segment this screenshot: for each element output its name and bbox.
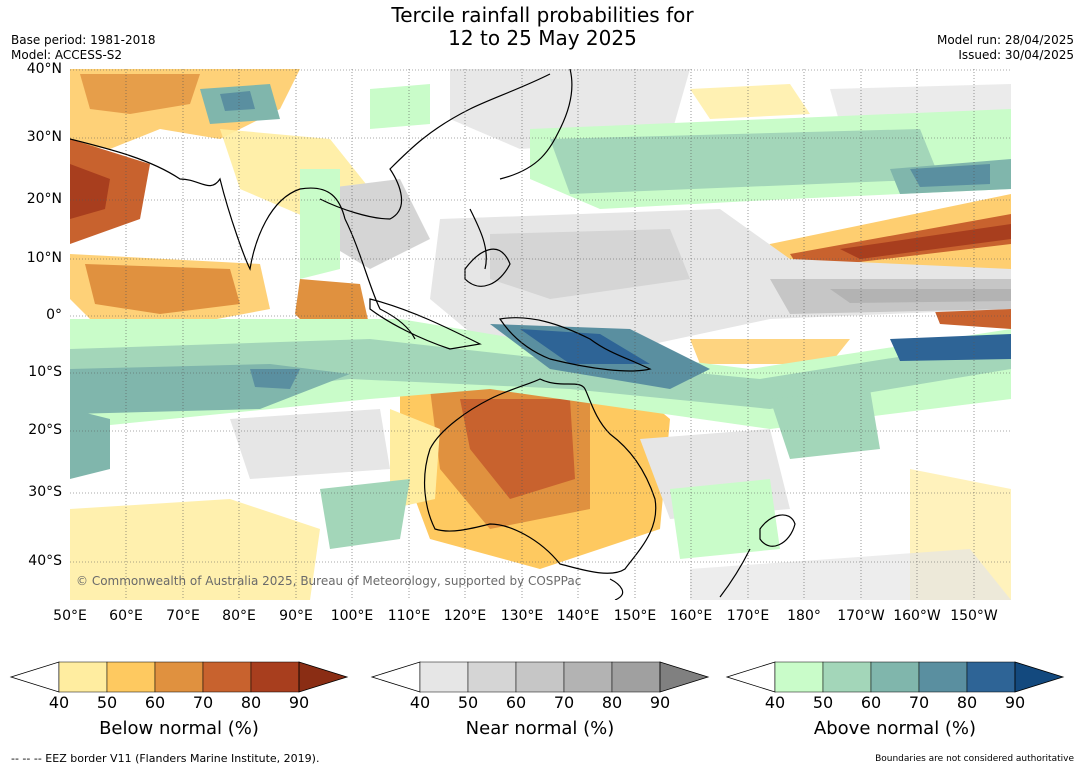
lon-label: 130°E bbox=[500, 608, 544, 624]
base-period: Base period: 1981-2018 bbox=[11, 33, 156, 47]
lon-label: 150°E bbox=[613, 608, 657, 624]
cb2-tick: 60 bbox=[860, 693, 882, 712]
lon-label: 160°W bbox=[893, 608, 941, 624]
cb1-tick: 50 bbox=[457, 693, 479, 712]
colorbar-segment bbox=[966, 661, 1016, 693]
colorbar-segment bbox=[774, 661, 824, 693]
model-name: Model: ACCESS-S2 bbox=[11, 48, 123, 62]
lon-label: 90°E bbox=[279, 608, 313, 624]
colorbar-end-high bbox=[659, 661, 710, 693]
colorbar-segment bbox=[419, 661, 469, 693]
lon-label: 60°E bbox=[109, 608, 143, 624]
title-line-1: Tercile rainfall probabilities for bbox=[391, 3, 694, 27]
lon-label: 100°E bbox=[330, 608, 374, 624]
colorbar-segment bbox=[58, 661, 108, 693]
lon-label: 140°E bbox=[556, 608, 600, 624]
colorbar-segment bbox=[154, 661, 204, 693]
colorbar-segment bbox=[918, 661, 968, 693]
cb0-tick: 40 bbox=[48, 693, 70, 712]
colorbar-segment bbox=[250, 661, 300, 693]
cb0-tick: 50 bbox=[96, 693, 118, 712]
cb2-tick: 80 bbox=[956, 693, 978, 712]
probability-map bbox=[70, 69, 1011, 600]
colorbar-end-low bbox=[725, 661, 776, 693]
coastlines bbox=[70, 69, 796, 600]
colorbar-near-normal bbox=[370, 661, 710, 693]
cb0-tick: 60 bbox=[144, 693, 166, 712]
lat-label: 20°S bbox=[28, 422, 62, 438]
cb1-tick: 80 bbox=[601, 693, 623, 712]
lon-label: 50°E bbox=[53, 608, 87, 624]
lat-label: 30°N bbox=[26, 129, 62, 145]
lat-label: 10°N bbox=[26, 250, 62, 266]
meta-right: Model run: 28/04/2025 Issued: 30/04/2025 bbox=[937, 33, 1074, 63]
model-run: Model run: 28/04/2025 bbox=[936, 33, 1074, 47]
colorbar-segment bbox=[106, 661, 156, 693]
cb1-tick: 40 bbox=[409, 693, 431, 712]
colorbar-title-below: Below normal (%) bbox=[99, 718, 259, 739]
lat-label: 20°N bbox=[26, 191, 62, 207]
lat-label: 0° bbox=[46, 307, 62, 323]
colorbar-end-low bbox=[370, 661, 421, 693]
colorbar-segment bbox=[202, 661, 252, 693]
lon-label: 150°W bbox=[950, 608, 998, 624]
colorbar-segment bbox=[515, 661, 565, 693]
issued-date: Issued: 30/04/2025 bbox=[958, 48, 1074, 62]
colorbar-segment bbox=[822, 661, 872, 693]
colorbar-title-above: Above normal (%) bbox=[813, 718, 977, 739]
eez-border-legend: -- -- -- EEZ border V11 (Flanders Marine… bbox=[11, 752, 320, 765]
colorbar-end-high bbox=[1014, 661, 1065, 693]
colorbar-segment bbox=[467, 661, 517, 693]
meta-left: Base period: 1981-2018 Model: ACCESS-S2 bbox=[11, 33, 156, 63]
colorbar-segment bbox=[563, 661, 613, 693]
lon-label: 80°E bbox=[222, 608, 256, 624]
lon-label: 170°E bbox=[726, 608, 770, 624]
colorbar-above-normal bbox=[725, 661, 1065, 693]
colorbar-below-normal bbox=[9, 661, 349, 693]
title-line-2: 12 to 25 May 2025 bbox=[448, 26, 637, 50]
boundaries-disclaimer: Boundaries are not considered authoritat… bbox=[875, 754, 1074, 764]
colorbar-group bbox=[9, 661, 1065, 693]
colorbar-end-high bbox=[298, 661, 349, 693]
copyright-credit: © Commonwealth of Australia 2025, Bureau… bbox=[76, 574, 582, 588]
cb1-tick: 70 bbox=[553, 693, 575, 712]
cb2-tick: 50 bbox=[812, 693, 834, 712]
cb1-tick: 90 bbox=[649, 693, 671, 712]
lon-label: 180° bbox=[787, 608, 821, 624]
lon-label: 110°E bbox=[387, 608, 431, 624]
cb0-tick: 70 bbox=[192, 693, 214, 712]
lon-label: 70°E bbox=[166, 608, 200, 624]
lon-label: 160°E bbox=[669, 608, 713, 624]
gridlines bbox=[70, 69, 1011, 600]
lat-label: 30°S bbox=[28, 484, 62, 500]
map-canvas bbox=[70, 69, 1011, 600]
colorbar-title-near: Near normal (%) bbox=[465, 718, 615, 739]
cb2-tick: 90 bbox=[1004, 693, 1026, 712]
above-normal-regions bbox=[70, 84, 1011, 559]
lat-label: 40°S bbox=[28, 553, 62, 569]
cb2-tick: 40 bbox=[764, 693, 786, 712]
cb0-tick: 80 bbox=[240, 693, 262, 712]
colorbar-segment bbox=[611, 661, 661, 693]
lat-label: 10°S bbox=[28, 364, 62, 380]
colorbar-end-low bbox=[9, 661, 60, 693]
lon-label: 120°E bbox=[443, 608, 487, 624]
cb2-tick: 70 bbox=[908, 693, 930, 712]
map-title: Tercile rainfall probabilities for 12 to… bbox=[0, 4, 1085, 50]
lon-label: 170°W bbox=[837, 608, 885, 624]
lat-label: 40°N bbox=[26, 61, 62, 77]
cb0-tick: 90 bbox=[288, 693, 310, 712]
colorbar-segment bbox=[870, 661, 920, 693]
cb1-tick: 60 bbox=[505, 693, 527, 712]
